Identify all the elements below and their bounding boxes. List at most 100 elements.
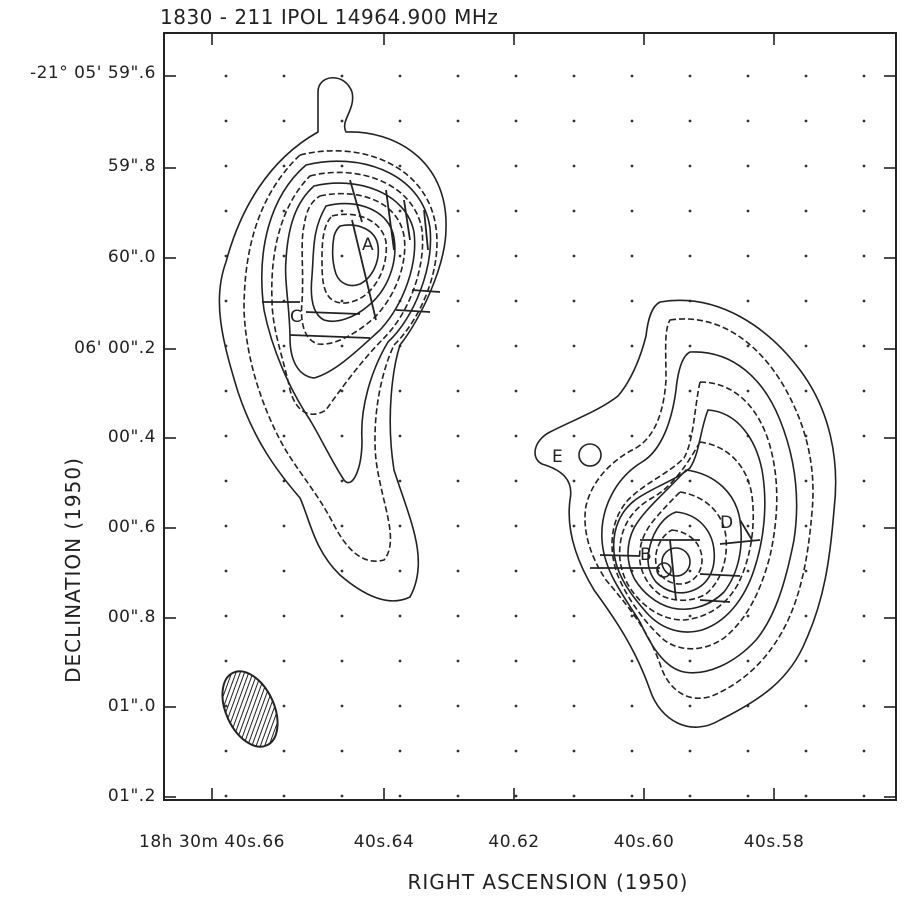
grid-dot xyxy=(282,569,286,573)
contour-level xyxy=(218,77,447,602)
grid-dot xyxy=(862,389,866,393)
grid-dot xyxy=(746,209,750,213)
x-tick-label: 40s.64 xyxy=(354,832,415,852)
grid-dot xyxy=(572,479,576,483)
grid-dot xyxy=(514,254,518,258)
grid-dot xyxy=(224,479,228,483)
contour-level xyxy=(534,299,837,728)
grid-dot xyxy=(456,434,460,438)
contour-level xyxy=(300,192,406,345)
contour-level xyxy=(661,547,691,577)
polarization-vector xyxy=(411,289,441,293)
contour-level xyxy=(647,511,716,594)
grid-dot xyxy=(456,659,460,663)
grid-dot xyxy=(862,749,866,753)
contour-level xyxy=(654,529,703,585)
grid-dot xyxy=(514,389,518,393)
grid-dot xyxy=(340,389,344,393)
component-label-b: B xyxy=(640,545,652,565)
grid-dot xyxy=(456,704,460,708)
grid-dot xyxy=(804,569,808,573)
grid-dot xyxy=(630,434,634,438)
y-tick-label: 01".2 xyxy=(108,786,156,806)
grid-dot xyxy=(456,74,460,78)
grid-dot xyxy=(862,434,866,438)
polarization-vector xyxy=(739,519,753,541)
grid-dot xyxy=(862,479,866,483)
source-south-contours xyxy=(534,299,837,728)
grid-dot xyxy=(514,749,518,753)
grid-dot xyxy=(572,119,576,123)
grid-dot xyxy=(398,704,402,708)
grid-dot xyxy=(688,569,692,573)
grid-dot xyxy=(688,749,692,753)
grid-dot xyxy=(572,704,576,708)
grid-dot xyxy=(282,434,286,438)
grid-dot xyxy=(862,119,866,123)
grid-dot xyxy=(804,254,808,258)
grid-dot xyxy=(340,344,344,348)
polarization-vector xyxy=(385,189,395,251)
polarization-vector xyxy=(669,539,677,601)
grid-dot xyxy=(224,164,228,168)
grid-dot xyxy=(804,344,808,348)
grid-dot xyxy=(224,299,228,303)
grid-dot xyxy=(224,119,228,123)
grid-dot xyxy=(862,209,866,213)
grid-dot xyxy=(862,659,866,663)
grid-dot xyxy=(398,74,402,78)
grid-dot xyxy=(746,524,750,528)
grid-dot xyxy=(862,704,866,708)
grid-dot xyxy=(340,74,344,78)
grid-dot xyxy=(398,389,402,393)
grid-dot xyxy=(340,299,344,303)
axis-ticks xyxy=(164,33,896,800)
y-tick-label: 59".8 xyxy=(108,156,156,176)
grid-dot xyxy=(456,569,460,573)
dotted-grid xyxy=(224,74,866,798)
grid-dot xyxy=(862,524,866,528)
grid-dot xyxy=(862,74,866,78)
grid-dot xyxy=(282,704,286,708)
grid-dot xyxy=(688,209,692,213)
grid-dot xyxy=(572,299,576,303)
grid-dot xyxy=(804,524,808,528)
grid-dot xyxy=(746,74,750,78)
grid-dot xyxy=(514,479,518,483)
grid-dot xyxy=(398,749,402,753)
grid-dot xyxy=(746,254,750,258)
grid-dot xyxy=(514,434,518,438)
contour-level xyxy=(638,491,728,602)
grid-dot xyxy=(688,344,692,348)
grid-dot xyxy=(746,299,750,303)
x-tick-labels: 18h 30m 40s.66 40s.64 40.62 40s.60 40s.5… xyxy=(139,832,804,852)
x-tick-label: 40s.58 xyxy=(744,832,805,852)
y-tick-label: 00".4 xyxy=(108,427,156,447)
grid-dot xyxy=(224,209,228,213)
contour-level xyxy=(321,213,388,304)
contour-level xyxy=(261,160,432,484)
grid-dot xyxy=(630,119,634,123)
grid-dot xyxy=(340,164,344,168)
grid-dot xyxy=(804,389,808,393)
grid-dot xyxy=(572,74,576,78)
grid-dot xyxy=(572,434,576,438)
contour-level xyxy=(618,441,755,621)
grid-dot xyxy=(398,614,402,618)
grid-dot xyxy=(688,479,692,483)
grid-dot xyxy=(456,164,460,168)
grid-dot xyxy=(804,614,808,618)
grid-dot xyxy=(688,119,692,123)
grid-dot xyxy=(340,524,344,528)
polarization-vector xyxy=(351,219,377,321)
beam-ellipse xyxy=(221,670,279,748)
grid-dot xyxy=(224,749,228,753)
polarization-vector xyxy=(423,209,429,251)
grid-dot xyxy=(630,164,634,168)
grid-dot xyxy=(282,389,286,393)
grid-dot xyxy=(282,659,286,663)
grid-dot xyxy=(630,659,634,663)
grid-dot xyxy=(862,344,866,348)
grid-dot xyxy=(688,74,692,78)
polarization-vector xyxy=(403,199,411,241)
